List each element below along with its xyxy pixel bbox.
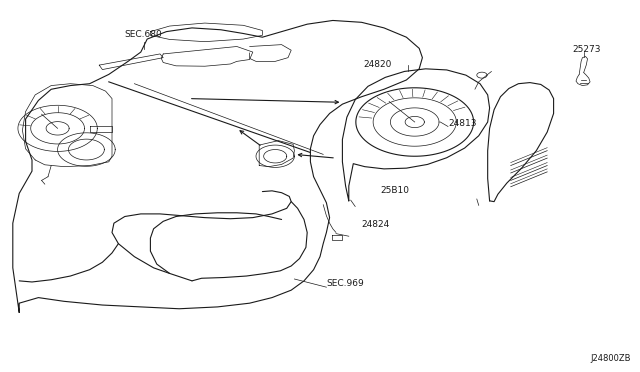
Text: SEC.680: SEC.680: [125, 30, 163, 39]
Text: 24813: 24813: [448, 119, 477, 128]
Text: 24820: 24820: [364, 60, 392, 69]
Text: 24824: 24824: [362, 220, 390, 229]
Text: 25273: 25273: [573, 45, 602, 54]
Text: 25B10: 25B10: [381, 186, 410, 195]
Text: SEC.969: SEC.969: [326, 279, 364, 288]
Text: J24800ZB: J24800ZB: [590, 354, 630, 363]
